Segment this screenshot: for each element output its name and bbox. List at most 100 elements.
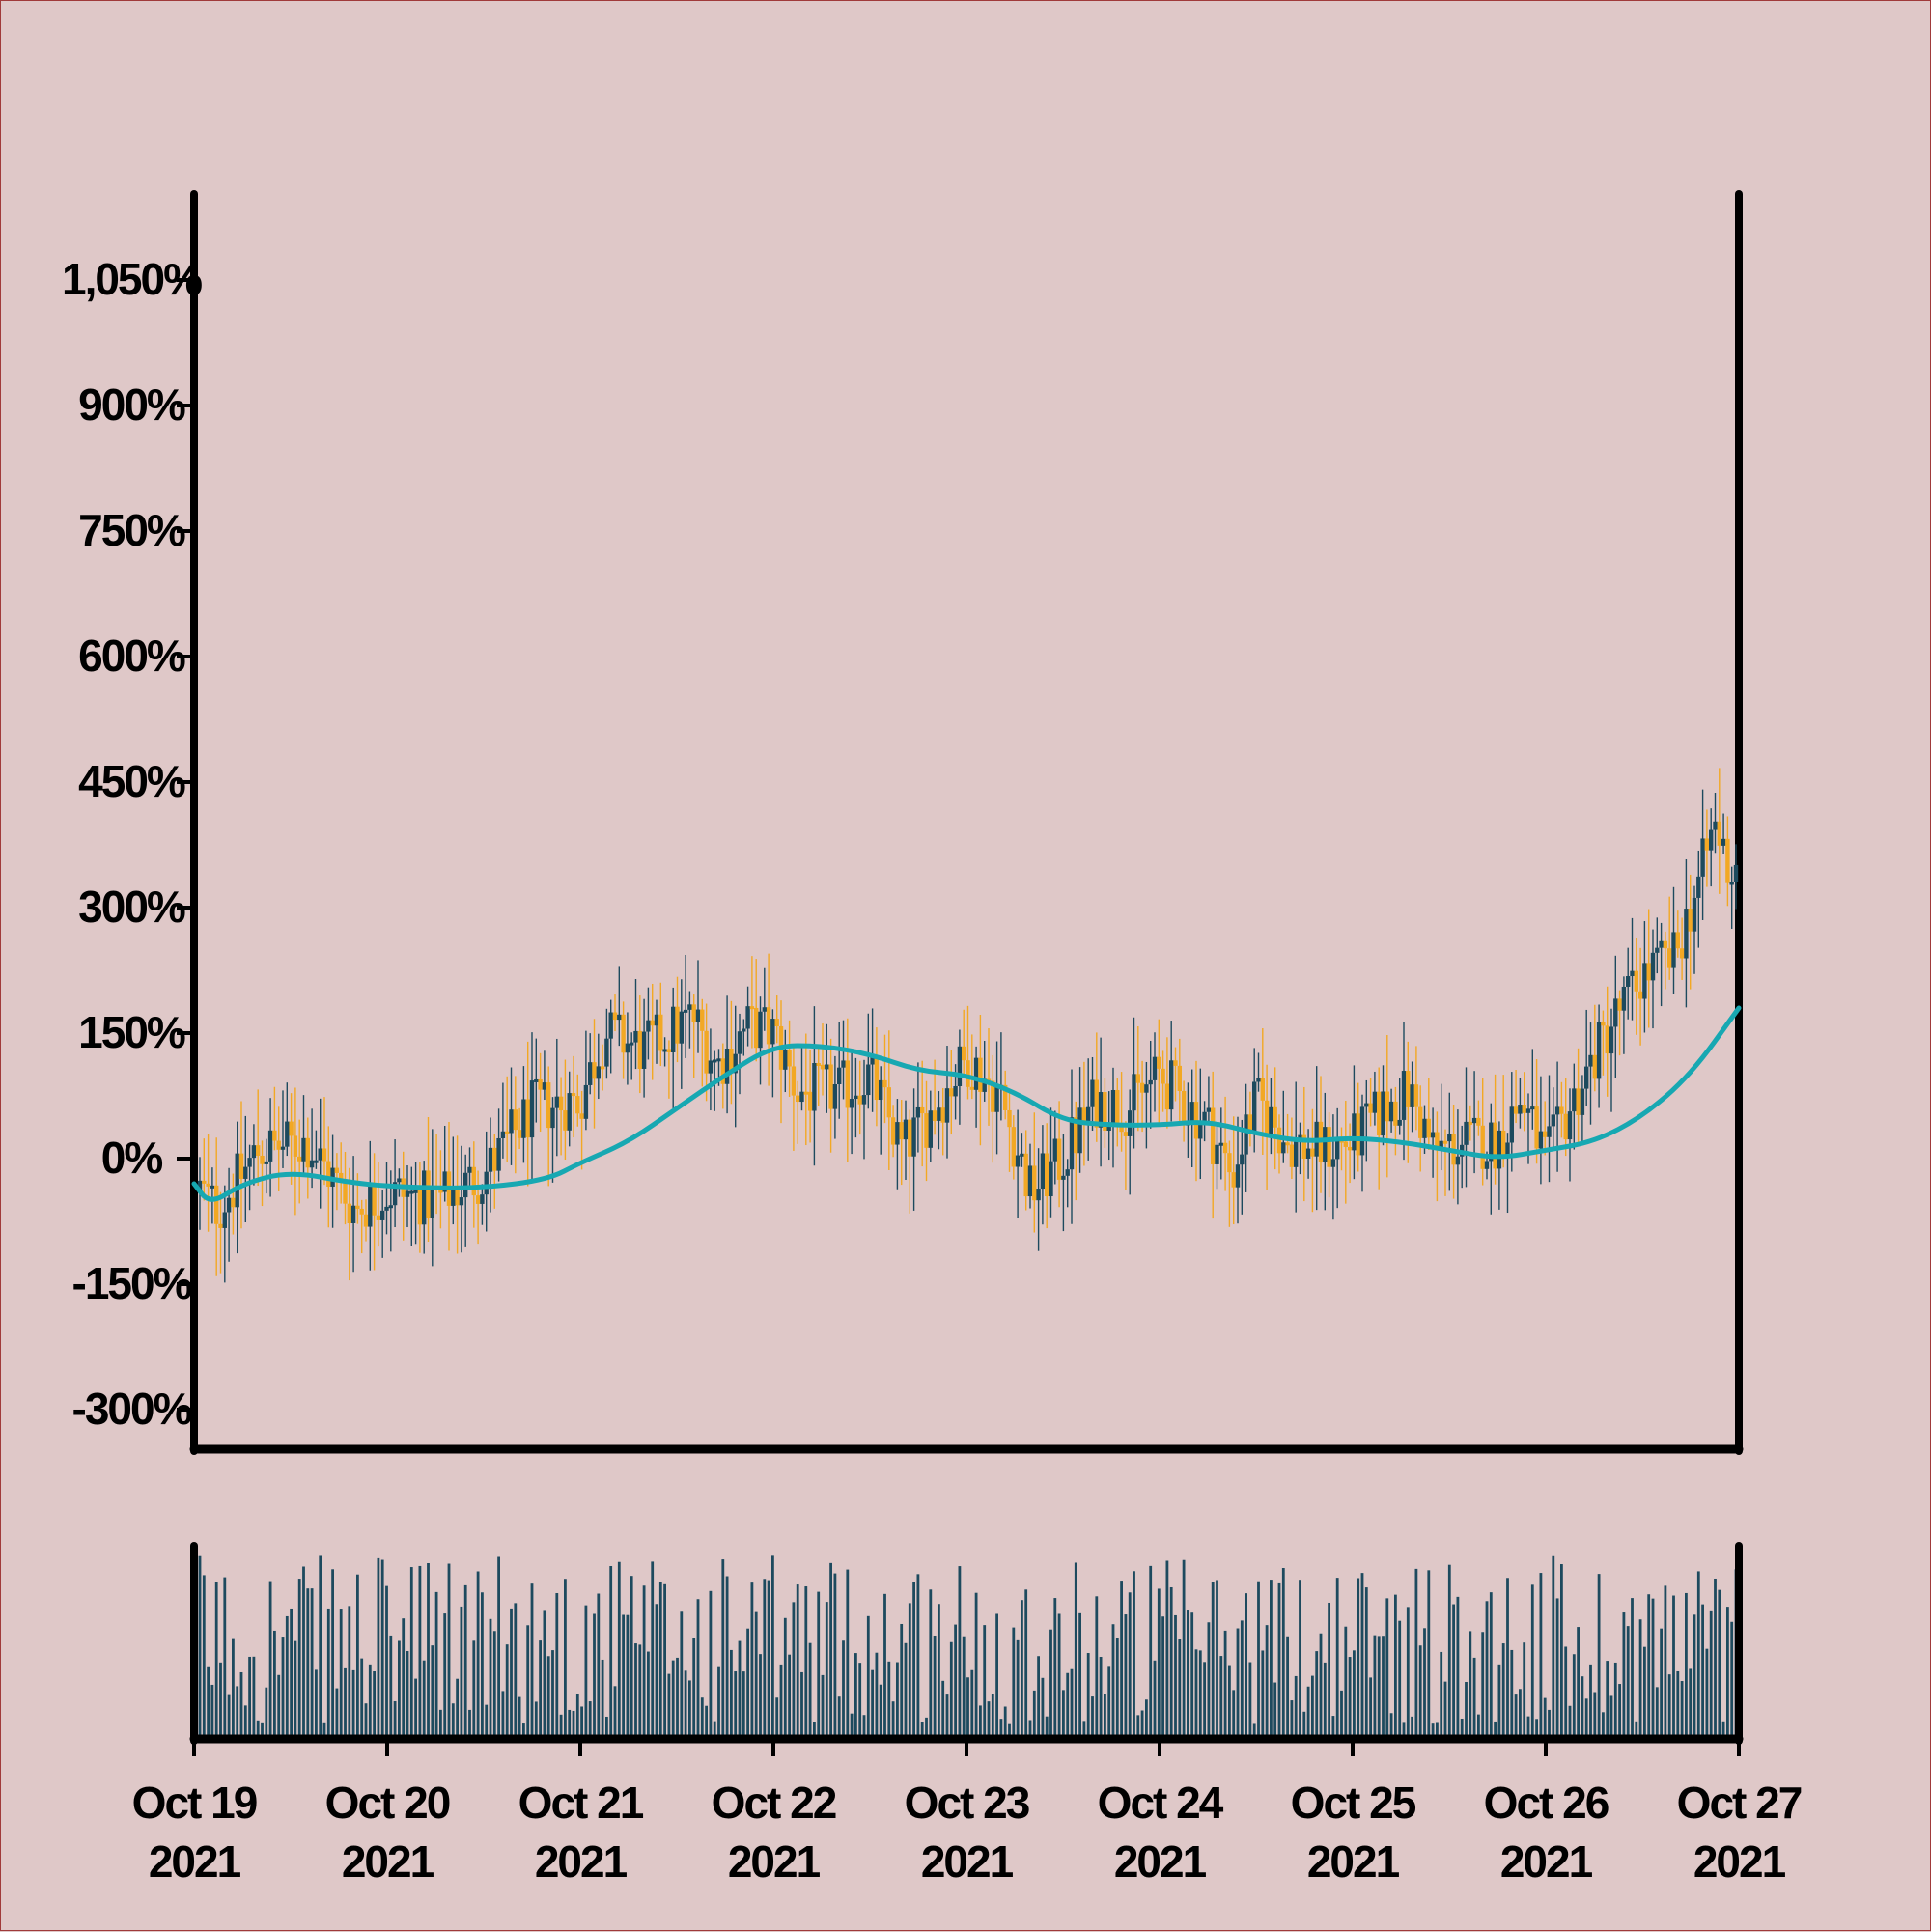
volume-bar	[1581, 1676, 1584, 1739]
candle-body-up	[783, 1050, 788, 1070]
volume-bar	[1427, 1570, 1431, 1739]
candle-body-up	[1036, 1189, 1041, 1201]
volume-bar	[1277, 1582, 1281, 1739]
volume-bar	[1323, 1662, 1327, 1739]
volume-bar	[539, 1640, 542, 1739]
volume-bar	[1057, 1613, 1061, 1739]
volume-bar	[642, 1585, 646, 1739]
candle-body-down	[1011, 1127, 1016, 1167]
volume-bar	[1286, 1636, 1289, 1739]
candle-body-up	[957, 1046, 963, 1086]
volume-bar	[1290, 1700, 1294, 1739]
candle-body-down	[218, 1223, 223, 1228]
candle-body-down	[1468, 1121, 1472, 1125]
candle-body-down	[1559, 1106, 1564, 1114]
volume-bar	[389, 1635, 393, 1739]
candle-body-up	[1323, 1127, 1328, 1163]
volume-bar	[896, 1662, 899, 1739]
volume-bar	[1672, 1595, 1675, 1739]
candle-body-down	[1094, 1079, 1099, 1128]
candle-body-up	[467, 1166, 472, 1173]
volume-bar	[302, 1566, 305, 1739]
candle-body-down	[202, 1180, 207, 1184]
volume-bar	[713, 1721, 716, 1739]
volume-bar	[1115, 1638, 1119, 1739]
candle-body-up	[1020, 1153, 1024, 1157]
candle-body-up	[1148, 1079, 1153, 1085]
candle-body-up	[1721, 838, 1726, 846]
volume-bar	[1501, 1643, 1505, 1739]
volume-bar	[792, 1602, 796, 1739]
candle-body-down	[1522, 1105, 1526, 1113]
candle-body-down	[969, 1086, 974, 1090]
volume-bar	[1718, 1589, 1721, 1739]
volume-bar	[671, 1660, 675, 1739]
volume-bar	[568, 1709, 572, 1739]
candle-body-down	[334, 1167, 340, 1173]
volume-bar	[1369, 1677, 1372, 1739]
volume-bar	[1357, 1578, 1360, 1739]
volume-bar	[941, 1680, 945, 1739]
y-tick-label: -300%	[72, 1384, 192, 1434]
candle-body-up	[405, 1190, 410, 1197]
candle-body-down	[1663, 940, 1668, 949]
candle-body-down	[774, 1019, 779, 1026]
candle-body-down	[1264, 1100, 1270, 1137]
x-tick-label-year: 2021	[149, 1836, 241, 1887]
volume-bar	[938, 1604, 940, 1739]
candle-body-up	[879, 1079, 883, 1101]
candle-body-up	[1215, 1144, 1219, 1164]
volume-bar	[667, 1673, 671, 1739]
volume-bar	[1182, 1559, 1186, 1739]
candle-body-down	[426, 1170, 431, 1218]
x-tick-label-date: Oct 21	[518, 1778, 644, 1828]
candle-body-up	[1352, 1113, 1357, 1151]
x-tick-label-year: 2021	[342, 1836, 434, 1887]
candle-body-down	[1543, 1131, 1548, 1137]
volume-bar	[1730, 1621, 1734, 1739]
candle-body-down	[1227, 1153, 1232, 1173]
candle-body-down	[260, 1155, 265, 1164]
volume-bar	[1053, 1598, 1057, 1739]
volume-bar	[377, 1557, 380, 1739]
candle-body-up	[937, 1107, 941, 1121]
volume-bar	[1606, 1661, 1609, 1739]
candle-body-up	[745, 1006, 750, 1029]
volume-bar	[593, 1613, 596, 1739]
candle-body-down	[1056, 1138, 1062, 1180]
candle-body-up	[1401, 1071, 1407, 1120]
volume-bar	[1198, 1650, 1202, 1739]
volume-bar	[1190, 1612, 1194, 1739]
candle-body-down	[256, 1145, 261, 1156]
volume-bar	[908, 1603, 911, 1739]
volume-bar	[485, 1704, 489, 1739]
volume-bar	[315, 1669, 318, 1739]
volume-bar	[647, 1651, 650, 1739]
candle-body-up	[742, 1028, 746, 1032]
volume-bar	[1506, 1578, 1509, 1739]
candle-body-up	[1240, 1154, 1245, 1165]
volume-bar	[1635, 1721, 1638, 1739]
volume-bar	[1693, 1614, 1696, 1739]
volume-bar	[1086, 1653, 1090, 1739]
candle-body-down	[796, 1095, 800, 1103]
volume-bar	[232, 1638, 235, 1739]
candle-body-up	[1621, 986, 1627, 1011]
candle-body-down	[1576, 1088, 1581, 1115]
candle-body-down	[828, 1064, 833, 1109]
candle-body-up	[630, 1042, 634, 1046]
volume-bar	[252, 1656, 256, 1739]
volume-bar	[676, 1657, 679, 1739]
volume-bar	[1597, 1574, 1601, 1739]
candle-body-down	[920, 1106, 925, 1114]
candle-body-down	[1164, 1083, 1170, 1110]
candle-body-up	[1613, 998, 1618, 1027]
candle-body-down	[962, 1046, 966, 1061]
volume-bar	[398, 1640, 401, 1739]
volume-bar	[858, 1663, 862, 1739]
candle-body-up	[608, 1012, 613, 1039]
candle-body-up	[1505, 1142, 1510, 1158]
volume-bar	[1701, 1604, 1704, 1739]
candle-body-down	[1074, 1117, 1078, 1154]
volume-bar	[1660, 1628, 1663, 1739]
